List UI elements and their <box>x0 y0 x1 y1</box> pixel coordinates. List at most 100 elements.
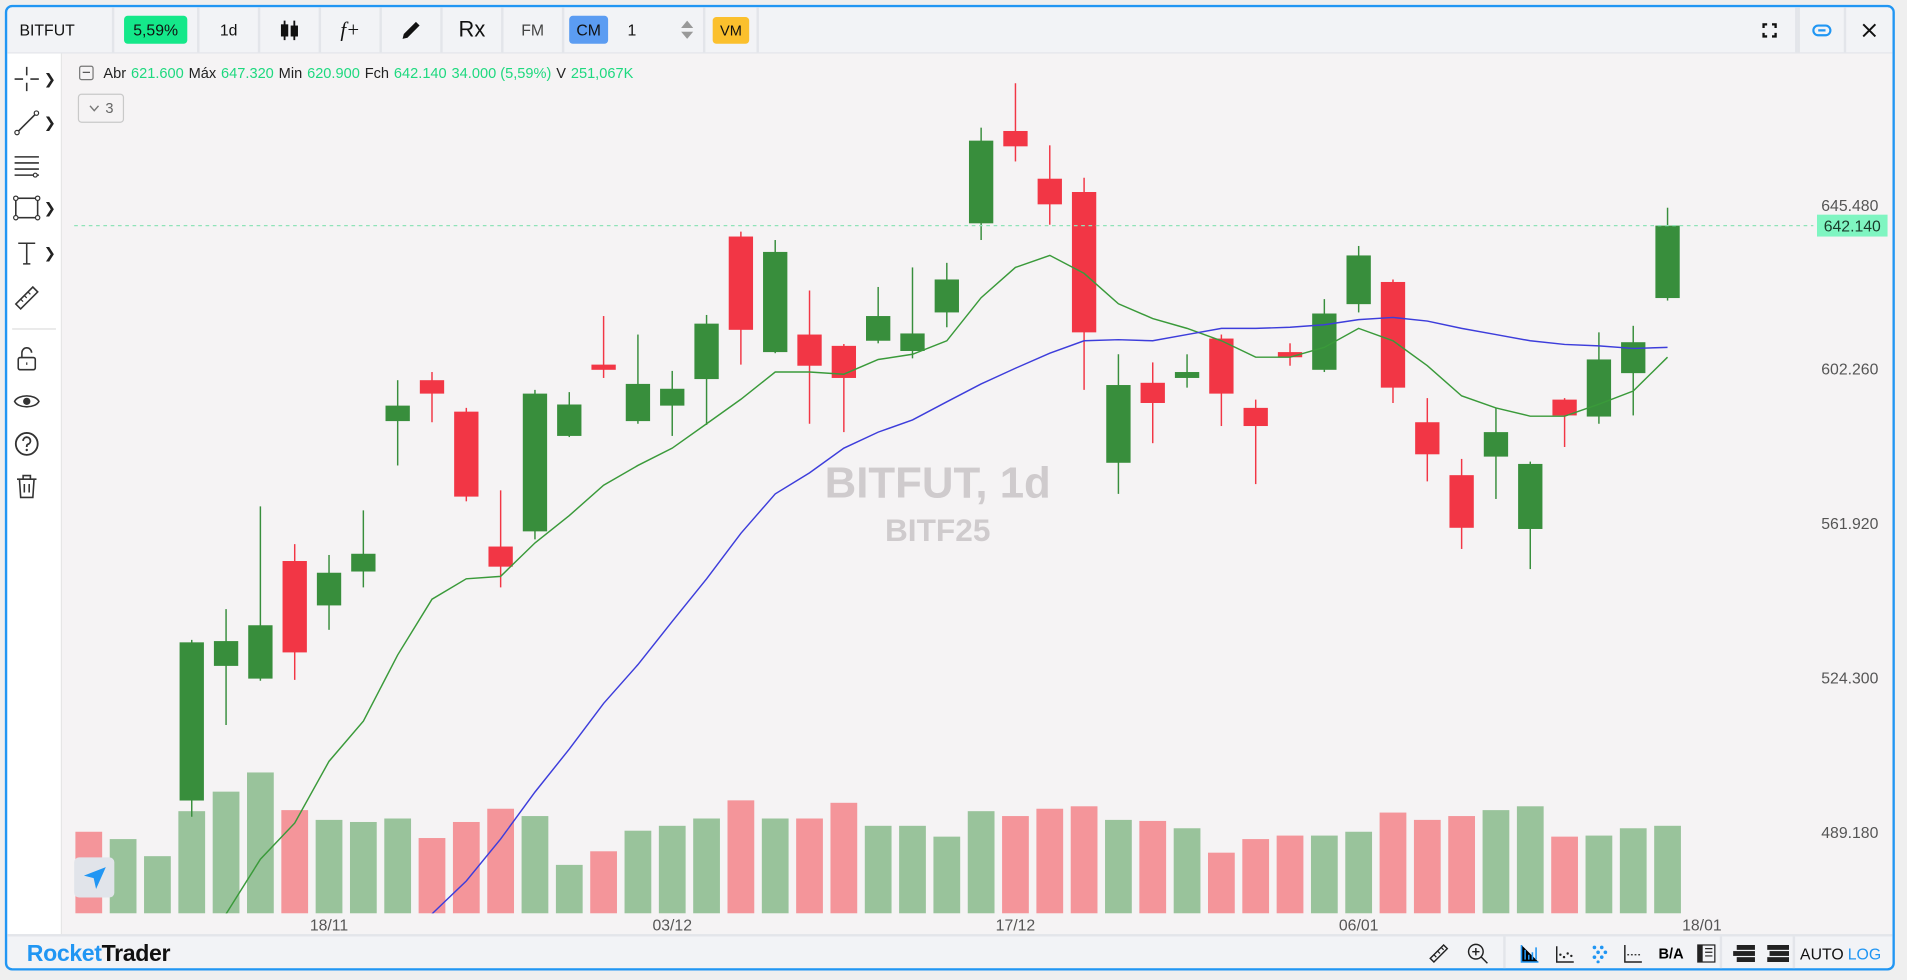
candle-body <box>316 572 342 606</box>
indicators-button[interactable]: f+ <box>321 7 382 53</box>
stepper-up-icon[interactable] <box>681 20 694 28</box>
log-scale-button[interactable]: LOG <box>1846 941 1882 965</box>
trendline-icon <box>14 110 40 136</box>
watermark-title: BITFUT, 1d <box>824 457 1051 508</box>
chart-area[interactable]: BITFUT, 1d BITF25 645.480 602.260 561.920 5… <box>62 53 1893 935</box>
symbol-label: BITFUT <box>19 20 75 39</box>
chart-type-button[interactable] <box>260 7 322 53</box>
volume-bar <box>933 836 961 914</box>
log-label: LOG <box>1847 944 1882 963</box>
axis-line-icon <box>1624 944 1642 963</box>
logo-rocket: Rocket <box>26 941 102 967</box>
cm-button[interactable]: CM <box>564 7 613 52</box>
collapse-legend-icon[interactable] <box>79 65 94 81</box>
price-line-toggle-button[interactable] <box>1620 941 1647 965</box>
candle-body <box>522 393 548 532</box>
text-tool[interactable]: ❯ <box>12 235 56 271</box>
chevron-right-icon[interactable]: ❯ <box>43 70 56 88</box>
volume-bar <box>418 838 446 914</box>
candle-body <box>488 546 513 567</box>
order-book-right-button[interactable] <box>1765 941 1792 965</box>
link-button[interactable] <box>1797 7 1847 53</box>
navigate-button[interactable] <box>74 857 115 898</box>
candle-body <box>625 383 651 422</box>
order-book-left-button[interactable] <box>1731 941 1758 965</box>
volume-bar <box>967 811 995 914</box>
volume-toggle-button[interactable] <box>1517 941 1544 965</box>
chevron-right-icon[interactable]: ❯ <box>43 199 56 217</box>
candle-body <box>419 380 445 394</box>
volume-bar <box>452 821 480 914</box>
bid-ask-button[interactable]: B/A <box>1654 941 1688 965</box>
vm-button[interactable]: VM <box>705 7 759 53</box>
quantity-input[interactable]: 1 <box>627 20 637 39</box>
volume-bar <box>487 808 515 914</box>
unlock-icon <box>17 347 37 371</box>
delete-tool[interactable] <box>12 468 56 504</box>
auto-scale-button[interactable]: AUTO <box>1800 941 1844 965</box>
candles <box>179 83 1680 817</box>
last-price-badge <box>1817 214 1888 237</box>
ruler-tool[interactable] <box>12 280 56 316</box>
panel-toggle-button[interactable] <box>1693 941 1720 965</box>
close-button[interactable] <box>1846 7 1892 52</box>
candle-body <box>797 334 822 366</box>
pencil-icon <box>402 21 420 39</box>
stepper-arrows[interactable] <box>681 20 694 39</box>
volume-bar <box>384 818 412 914</box>
volume-bar <box>761 818 789 914</box>
candle-body <box>1277 352 1303 358</box>
close-value: 642.140 <box>393 64 447 82</box>
moving-average-slow <box>431 316 1668 914</box>
visibility-tool[interactable] <box>12 383 56 419</box>
zoom-in-button[interactable] <box>1464 941 1491 965</box>
close-icon <box>1862 23 1877 37</box>
crosshair-tool[interactable]: ❯ <box>12 61 56 97</box>
price-chart[interactable]: 645.480 602.260 561.920 524.300 489.180 642.1… <box>62 54 1892 935</box>
horizontal-lines-tool[interactable] <box>12 147 56 183</box>
rectangle-tool[interactable]: ❯ <box>12 190 56 226</box>
scatter-toggle-button[interactable] <box>1552 941 1579 965</box>
drawing-button[interactable] <box>382 7 443 53</box>
fm-button[interactable]: FM <box>504 7 565 53</box>
candle-body <box>282 561 307 653</box>
open-label: Abr <box>103 64 127 82</box>
fullscreen-button[interactable] <box>1744 7 1798 53</box>
rx-button[interactable]: Rx <box>443 7 504 53</box>
lock-tool[interactable] <box>12 341 56 377</box>
candlestick-icon <box>280 20 298 40</box>
change-value: 34.000 (5,59%) <box>451 64 552 82</box>
volume-bar <box>315 819 343 914</box>
date-tick-label: 06/01 <box>1339 917 1379 934</box>
candle-body <box>831 345 857 378</box>
volume-bar <box>247 772 274 914</box>
candle-body <box>351 553 376 572</box>
candle-body <box>660 388 685 406</box>
chevron-down-icon <box>89 105 99 112</box>
volume-bar <box>178 811 206 914</box>
candle-body <box>1415 422 1440 455</box>
heatmap-toggle-button[interactable] <box>1586 941 1613 965</box>
volume-label: V <box>556 64 566 82</box>
indicators-collapse-button[interactable]: 3 <box>77 93 125 123</box>
symbol-selector[interactable]: BITFUT <box>7 7 115 53</box>
rectangle-icon <box>13 195 41 221</box>
chevron-right-icon[interactable]: ❯ <box>43 244 56 262</box>
interval-button[interactable]: 1d <box>199 7 261 53</box>
stepper-down-icon[interactable] <box>681 31 694 39</box>
quantity-stepper[interactable]: 1 <box>613 7 706 53</box>
volume-bar <box>796 818 823 914</box>
date-tick-label: 18/01 <box>1682 917 1722 934</box>
chevron-right-icon[interactable]: ❯ <box>43 114 56 132</box>
volume-bar <box>899 825 926 914</box>
volume-bar <box>1310 835 1338 914</box>
top-toolbar: BITFUT 5,59% 1d f+ Rx FM CM 1 <box>7 7 1893 54</box>
dots-grid-icon <box>1592 945 1608 964</box>
measure-button[interactable] <box>1425 941 1452 965</box>
trendline-tool[interactable]: ❯ <box>12 105 56 141</box>
help-tool[interactable] <box>12 426 56 462</box>
volume-bar <box>281 810 309 914</box>
candle-body <box>385 405 410 422</box>
ruler-icon <box>14 285 39 311</box>
volume-bar <box>1379 812 1407 914</box>
